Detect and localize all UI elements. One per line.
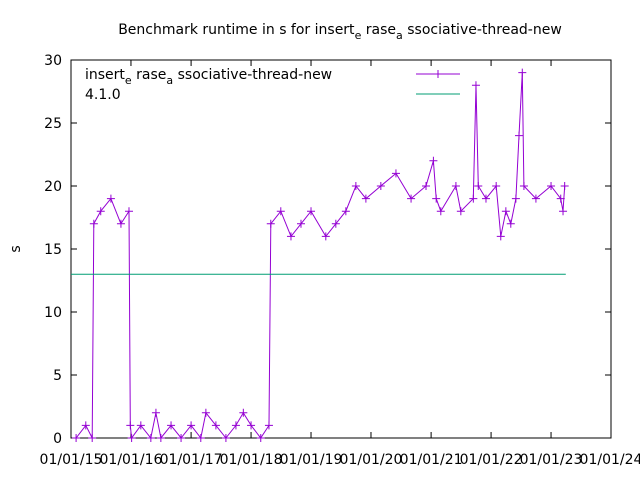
plot-frame: [70, 59, 612, 439]
x-tick-label: 01/01/17: [160, 452, 223, 468]
data-point: [376, 182, 385, 190]
data-point: [126, 421, 135, 430]
data-point: [456, 207, 465, 216]
data-point: [556, 194, 565, 203]
data-point: [127, 434, 136, 442]
data-point: [177, 434, 186, 442]
y-tick-label: 15: [44, 242, 62, 258]
data-point: [239, 408, 248, 417]
y-tick-label: 10: [44, 305, 62, 321]
legend-label-series-2: 4.1.0: [85, 87, 121, 103]
data-point: [519, 182, 528, 190]
series-layer: [71, 68, 569, 442]
data-point: [481, 194, 490, 203]
data-point: [331, 219, 340, 228]
x-tick-label: 01/01/21: [400, 452, 463, 468]
data-point: [361, 194, 370, 203]
data-point: [511, 194, 520, 203]
data-point: [167, 421, 176, 430]
data-point: [474, 182, 483, 190]
data-point: [266, 219, 275, 228]
x-tick-label: 01/01/24: [580, 452, 640, 468]
data-point: [146, 434, 155, 442]
x-tick-label: 01/01/15: [40, 452, 103, 468]
legend-label-series-1: inserte rasea ssociative-thread-new: [85, 67, 332, 87]
data-point: [429, 156, 438, 165]
data-point: [496, 232, 505, 241]
data-point: [515, 131, 524, 140]
data-point: [559, 207, 568, 216]
data-point: [506, 219, 515, 228]
data-point: [492, 182, 501, 190]
data-point: [89, 219, 98, 228]
data-point: [560, 182, 569, 190]
data-point: [96, 207, 105, 216]
data-point: [264, 421, 273, 430]
data-point: [88, 434, 97, 442]
data-point: [422, 182, 431, 190]
y-tick-label: 20: [44, 179, 62, 195]
data-point: [276, 207, 285, 216]
data-point: [201, 408, 210, 417]
data-point: [547, 182, 556, 190]
data-point: [321, 232, 330, 241]
data-point: [518, 68, 527, 77]
data-point: [256, 434, 265, 442]
data-point: [247, 421, 256, 430]
data-point: [211, 421, 220, 430]
data-point: [187, 421, 196, 430]
x-tick-label: 01/01/22: [460, 452, 523, 468]
y-tick-label: 25: [44, 116, 62, 132]
data-point: [451, 182, 460, 190]
data-point: [341, 207, 350, 216]
legend-marker-series-1: [434, 70, 442, 78]
data-point: [151, 408, 160, 417]
data-point: [106, 194, 115, 203]
y-tick-label: 0: [53, 431, 62, 447]
data-point: [407, 194, 416, 203]
x-tick-label: 01/01/16: [100, 452, 163, 468]
data-point: [351, 182, 360, 190]
y-tick-label: 30: [44, 53, 62, 69]
data-point: [124, 207, 133, 216]
x-tick-label: 01/01/19: [280, 452, 343, 468]
data-point: [72, 434, 81, 442]
x-tick-label: 01/01/23: [520, 452, 583, 468]
data-point: [531, 194, 540, 203]
data-point: [196, 434, 205, 442]
data-point: [231, 421, 240, 430]
data-point: [307, 207, 316, 216]
chart-title: Benchmark runtime in s for inserte rasea…: [118, 22, 562, 42]
series-line: [75, 72, 566, 440]
y-axis-label: s: [8, 245, 24, 252]
data-point: [136, 421, 145, 430]
x-tick-label: 01/01/20: [340, 452, 403, 468]
data-point: [471, 81, 480, 90]
series-1: [72, 68, 569, 442]
y-axis: 0 5 10 15 20 25 30: [44, 53, 611, 447]
data-point: [296, 219, 305, 228]
data-point: [286, 232, 295, 241]
data-point: [501, 207, 510, 216]
data-point: [436, 207, 445, 216]
data-point: [432, 194, 441, 203]
x-axis: 01/01/1501/01/1601/01/1701/01/1801/01/19…: [40, 60, 640, 468]
data-point: [81, 421, 90, 430]
data-point: [221, 434, 230, 442]
data-point: [391, 169, 400, 178]
data-point: [156, 434, 165, 442]
data-point: [469, 194, 478, 203]
chart-title-text: Benchmark runtime in s for inserte rasea…: [118, 22, 562, 42]
x-tick-label: 01/01/18: [220, 452, 283, 468]
data-point: [116, 219, 125, 228]
y-tick-label: 5: [53, 368, 62, 384]
